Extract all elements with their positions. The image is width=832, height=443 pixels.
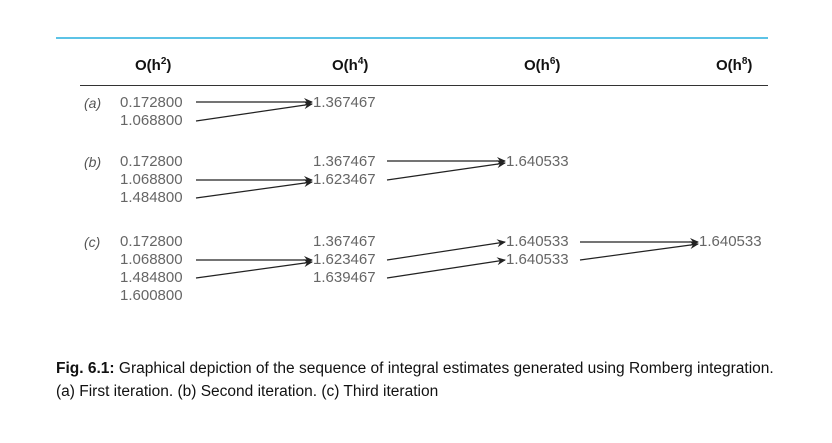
iteration-label-a: (a) [84, 95, 102, 111]
value-a-c2-r1: 1.367467 [313, 94, 376, 111]
value-c-c1-r4: 1.600800 [120, 287, 183, 304]
value-c-c2-r2: 1.623467 [313, 251, 376, 268]
value-c-c1-r3: 1.484800 [120, 269, 183, 286]
value-b-c1-r1: 0.172800 [120, 153, 183, 170]
header-order-h2: O(h2) [135, 56, 172, 74]
value-a-c1-r2: 1.068800 [120, 112, 183, 129]
value-c-c3-r1: 1.640533 [506, 233, 569, 250]
caption-text: Graphical depiction of the sequence of i… [56, 360, 774, 400]
arrow-a-2 [195, 101, 313, 122]
arrow-c-3 [386, 239, 506, 261]
arrow-b-2 [195, 179, 313, 199]
value-c-c4-r1: 1.640533 [699, 233, 762, 250]
header-order-h4: O(h4) [332, 56, 369, 74]
value-c-c3-r2: 1.640533 [506, 251, 569, 268]
value-b-c2-r2: 1.623467 [313, 171, 376, 188]
value-b-c1-r3: 1.484800 [120, 189, 183, 206]
value-c-c2-r3: 1.639467 [313, 269, 376, 286]
arrow-b-4 [386, 160, 506, 181]
value-b-c1-r2: 1.068800 [120, 171, 183, 188]
arrow-c-4 [386, 257, 506, 279]
top-rule [56, 37, 768, 39]
figure-caption: Fig. 6.1: Graphical depiction of the seq… [56, 357, 776, 403]
value-c-c1-r2: 1.068800 [120, 251, 183, 268]
header-rule [80, 85, 768, 86]
value-c-c1-r1: 0.172800 [120, 233, 183, 250]
iteration-label-b: (b) [84, 154, 102, 170]
value-b-c3-r1: 1.640533 [506, 153, 569, 170]
header-order-h8: O(h8) [716, 56, 753, 74]
caption-bold: Fig. 6.1: [56, 360, 115, 377]
iteration-label-c: (c) [84, 234, 101, 250]
arrow-c-6 [579, 241, 699, 261]
value-a-c1-r1: 0.172800 [120, 94, 183, 111]
value-c-c2-r1: 1.367467 [313, 233, 376, 250]
header-order-h6: O(h6) [524, 56, 561, 74]
value-b-c2-r1: 1.367467 [313, 153, 376, 170]
arrow-c-2 [195, 259, 313, 279]
